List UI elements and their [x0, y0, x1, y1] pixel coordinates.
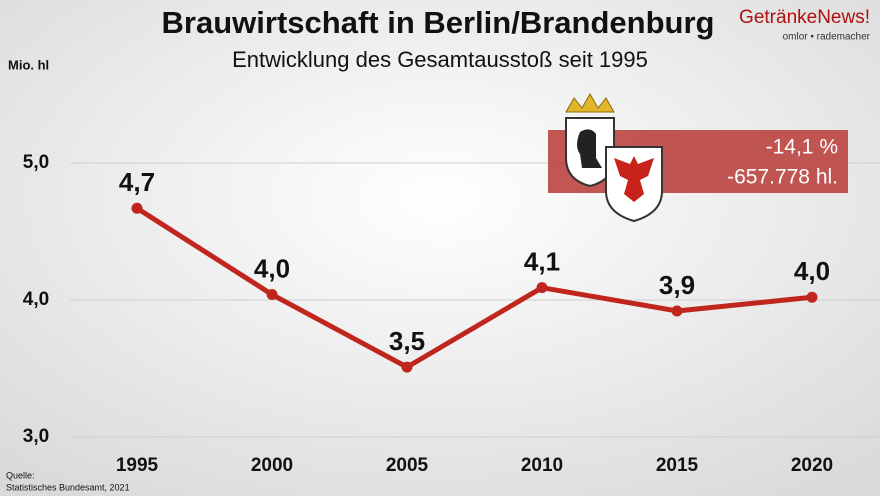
x-tick-label: 2020: [791, 455, 833, 476]
data-label: 4,7: [119, 167, 155, 197]
y-tick-label: 4,0: [23, 289, 49, 310]
data-label: 3,5: [389, 326, 425, 356]
data-label: 3,9: [659, 270, 695, 300]
annotation: -657.778 hl.: [727, 166, 838, 189]
x-tick-label: 2005: [386, 455, 429, 476]
data-label: 4,1: [524, 247, 560, 277]
y-tick-label: 5,0: [23, 152, 49, 173]
point: [401, 361, 413, 373]
point: [671, 305, 683, 317]
point: [536, 282, 548, 294]
y-axis-label: Mio. hl: [8, 57, 49, 72]
annotation-group: -14,1 % -657.778 hl.: [548, 92, 848, 223]
data-label: 4,0: [794, 256, 830, 286]
bear: [577, 129, 602, 168]
source: Quelle:: [6, 470, 35, 480]
chart-subtitle: Entwicklung des Gesamtausstoß seit 1995: [232, 47, 648, 72]
x-tick-label: 2015: [656, 455, 699, 476]
point: [131, 202, 143, 214]
x-tick-label: 2010: [521, 455, 563, 476]
series-line: [135, 206, 813, 370]
eagle: [614, 156, 654, 202]
x-tick-label: 2000: [251, 455, 293, 476]
x-tick-label: 1995: [116, 455, 159, 476]
logo-brand: GetränkeNews!: [739, 7, 870, 28]
data-label: 4,0: [254, 253, 290, 283]
annotation: -14,1 %: [766, 136, 838, 159]
logo-tagline: omlor • rademacher: [783, 32, 871, 43]
point: [266, 289, 278, 301]
source: Statistisches Bundesamt, 2021: [6, 482, 130, 492]
crown: [565, 92, 615, 113]
point: [806, 291, 818, 303]
chart-title: Brauwirtschaft in Berlin/Brandenburg: [162, 5, 715, 40]
y-tick-label: 3,0: [23, 426, 49, 447]
